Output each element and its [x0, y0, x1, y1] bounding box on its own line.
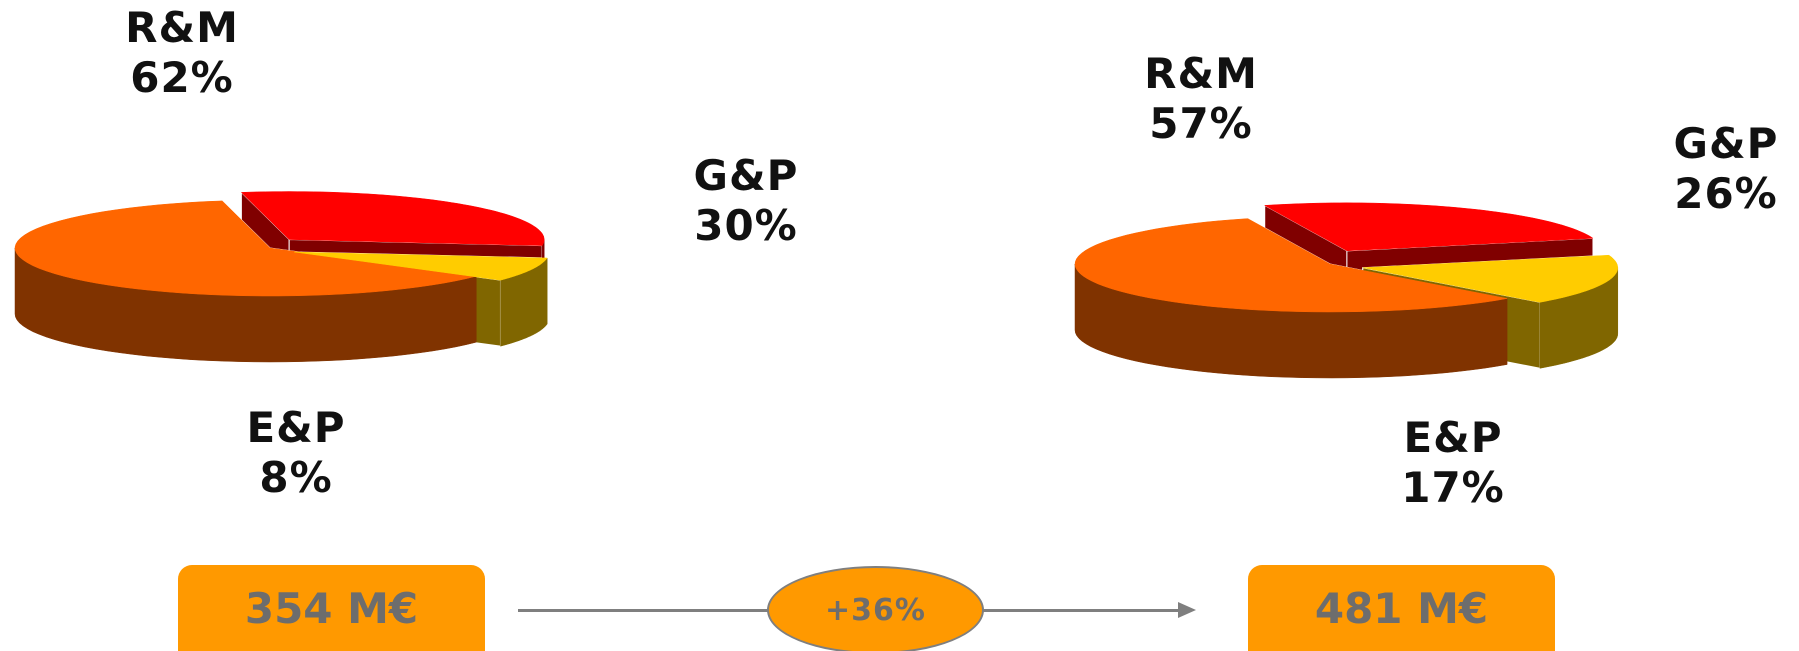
slice-g-p-top: [240, 191, 545, 246]
slice-r-m-top: [1074, 218, 1508, 313]
label-g-p-name: G&P: [694, 151, 799, 200]
arrowhead-icon: [1178, 602, 1196, 618]
label-r-m-pct: 62%: [130, 53, 234, 102]
slice-r-m-top: [14, 200, 477, 297]
label-r-m-name: R&M: [1144, 49, 1258, 98]
label-r-m-pct: 57%: [1149, 99, 1253, 148]
pie-chart-1: R&M62% G&P30% E&P8%: [14, 3, 799, 502]
pie-chart-2: R&M57% G&P26% E&P17%: [1074, 49, 1779, 512]
label-e-p-name: E&P: [246, 403, 345, 452]
label-e-p-name: E&P: [1403, 413, 1502, 462]
label-g-p-name: G&P: [1674, 119, 1779, 168]
label-r-m-name: R&M: [125, 3, 239, 52]
growth-badge: +36%: [767, 566, 984, 651]
total-2005-box: 354 M€: [178, 565, 485, 651]
label-e-p-pct: 17%: [1401, 463, 1505, 512]
label-g-p-pct: 26%: [1674, 169, 1778, 218]
total-2006-box: 481 M€: [1248, 565, 1555, 651]
slice-g-p-top: [1263, 202, 1594, 252]
slice-e-p-top: [1362, 254, 1619, 303]
slice-e-p-top: [294, 251, 548, 281]
label-g-p-pct: 30%: [694, 201, 798, 250]
label-e-p-pct: 8%: [259, 453, 332, 502]
